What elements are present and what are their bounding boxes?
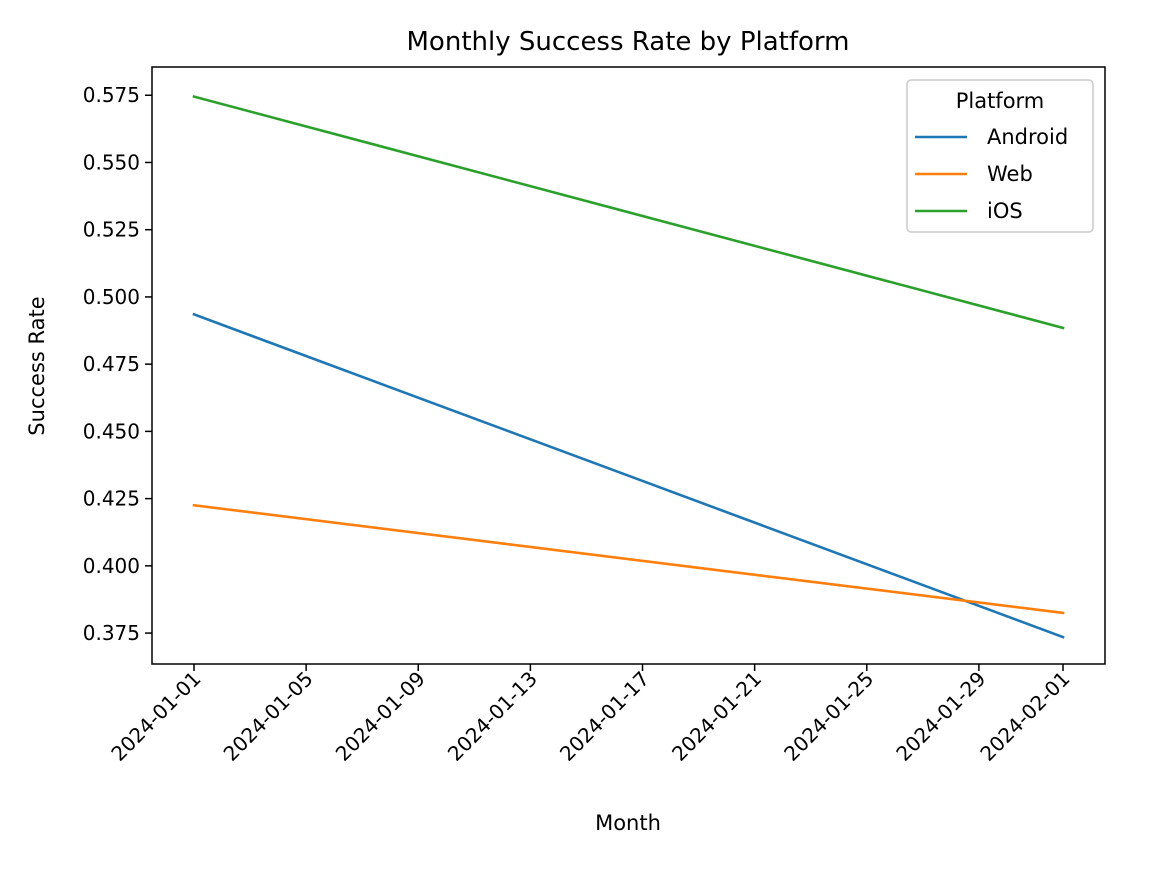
legend: Platform Android Web iOS — [906, 79, 1094, 233]
legend-title: Platform — [956, 89, 1045, 113]
series-line-web — [192, 503, 1065, 615]
x-tick-label: 2024-01-09 — [331, 667, 430, 766]
x-tick-label: 2024-01-01 — [106, 667, 205, 766]
x-axis: 2024-01-01 2024-01-05 2024-01-09 2024-01-13… — [106, 664, 1075, 766]
legend-items: Android Web iOS — [915, 125, 1068, 223]
y-tick-label: 0.475 — [83, 352, 140, 376]
x-tick-label: 2024-01-29 — [891, 667, 990, 766]
y-tick-label: 0.575 — [83, 83, 140, 107]
x-tick-label: 2024-02-01 — [975, 667, 1074, 766]
legend-box — [906, 79, 1094, 233]
y-axis-label: Success Rate — [25, 296, 49, 435]
legend-label-ios: iOS — [987, 199, 1023, 223]
series-line-ios — [192, 95, 1065, 330]
plot-frame — [151, 66, 1106, 665]
y-tick-label: 0.525 — [83, 218, 140, 242]
x-tick-label: 2024-01-13 — [443, 667, 542, 766]
y-tick-label: 0.425 — [83, 487, 140, 511]
y-axis: 0.375 0.400 0.425 0.450 0.475 0.500 0.525 0.550… — [83, 83, 152, 645]
x-tick-label: 2024-01-25 — [779, 667, 878, 766]
series-layer — [192, 95, 1065, 639]
legend-label-web: Web — [987, 162, 1033, 186]
y-tick-label: 0.450 — [83, 419, 140, 443]
x-axis-label: Month — [595, 811, 661, 835]
y-tick-label: 0.375 — [83, 621, 140, 645]
x-tick-label: 2024-01-21 — [667, 667, 766, 766]
x-tick-label: 2024-01-05 — [219, 667, 318, 766]
x-tick-label: 2024-01-17 — [555, 667, 654, 766]
legend-label-android: Android — [987, 125, 1068, 149]
plot-area — [151, 66, 1106, 665]
chart-title: Monthly Success Rate by Platform — [407, 27, 850, 57]
series-line-android — [192, 312, 1065, 639]
y-tick-label: 0.400 — [83, 554, 140, 578]
y-tick-label: 0.550 — [83, 150, 140, 174]
y-tick-label: 0.500 — [83, 285, 140, 309]
